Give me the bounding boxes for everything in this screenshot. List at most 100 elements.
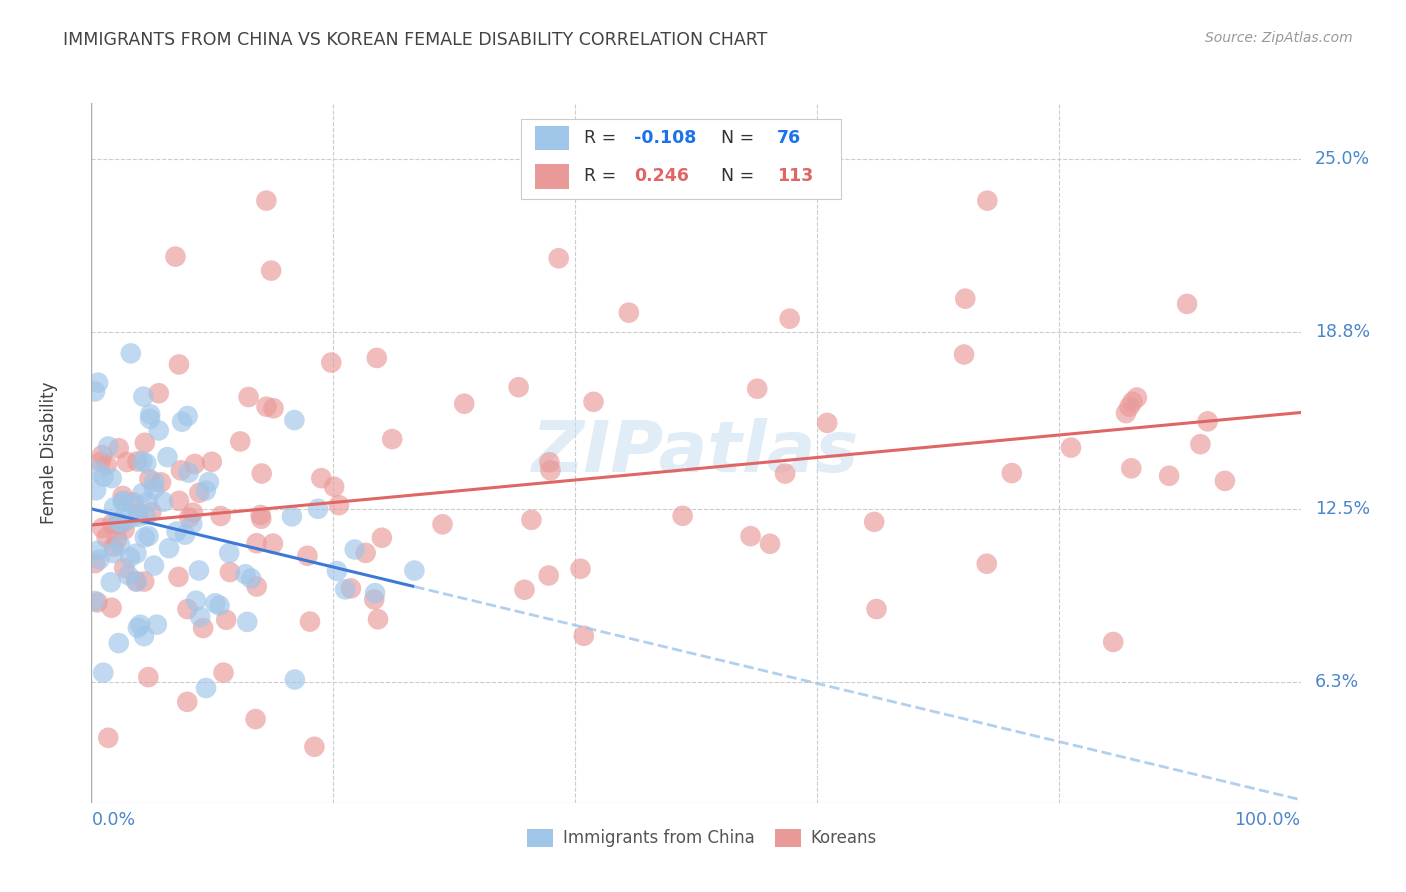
Point xyxy=(177,466,200,480)
Point xyxy=(84,556,107,570)
Point xyxy=(263,401,285,416)
Point xyxy=(547,252,569,266)
Point xyxy=(229,434,252,449)
Point xyxy=(91,521,114,535)
Text: 100.0%: 100.0% xyxy=(1234,811,1301,830)
Point xyxy=(84,483,107,498)
Point xyxy=(617,305,640,319)
Point xyxy=(117,568,139,582)
Point xyxy=(740,529,762,543)
Point xyxy=(245,712,267,726)
Point xyxy=(520,513,543,527)
Point xyxy=(156,450,179,464)
FancyBboxPatch shape xyxy=(536,126,569,150)
Point xyxy=(152,495,174,509)
Point xyxy=(212,665,235,680)
Point xyxy=(1159,468,1181,483)
Point xyxy=(333,582,356,597)
Point xyxy=(138,529,160,543)
Point xyxy=(976,557,998,571)
FancyBboxPatch shape xyxy=(520,119,841,199)
Point xyxy=(148,386,170,401)
Point xyxy=(103,500,125,515)
Point xyxy=(100,600,122,615)
Point xyxy=(569,562,592,576)
Point xyxy=(340,582,363,596)
Point xyxy=(284,673,307,687)
Point xyxy=(103,540,125,554)
Point xyxy=(364,586,387,600)
Point xyxy=(120,346,142,360)
Point xyxy=(1102,635,1125,649)
Point xyxy=(188,610,211,624)
Point xyxy=(86,464,108,478)
Point xyxy=(1175,297,1198,311)
Point xyxy=(86,595,108,609)
Point xyxy=(143,475,166,489)
Text: 12.5%: 12.5% xyxy=(1315,500,1371,517)
Point xyxy=(195,681,218,695)
Point xyxy=(246,580,269,594)
Point xyxy=(240,571,263,585)
Point xyxy=(136,670,159,684)
Point xyxy=(125,547,148,561)
Point xyxy=(170,415,193,429)
Point xyxy=(96,530,118,544)
Point xyxy=(120,511,142,525)
Point xyxy=(311,471,333,485)
Point xyxy=(815,416,838,430)
Point xyxy=(146,617,169,632)
Point xyxy=(139,407,162,421)
Point xyxy=(572,629,595,643)
Point xyxy=(204,596,226,610)
Point xyxy=(582,394,605,409)
Point xyxy=(176,695,198,709)
Point xyxy=(201,455,224,469)
Point xyxy=(250,512,273,526)
Point xyxy=(281,509,304,524)
Point xyxy=(107,442,129,456)
Point xyxy=(100,575,122,590)
Point xyxy=(127,621,149,635)
Point xyxy=(343,542,366,557)
Point xyxy=(134,508,156,522)
Point xyxy=(307,501,329,516)
Point xyxy=(134,574,156,589)
Point xyxy=(404,564,426,578)
Text: 76: 76 xyxy=(778,129,801,147)
Point xyxy=(323,480,346,494)
Text: R =: R = xyxy=(583,129,621,147)
Text: -0.108: -0.108 xyxy=(634,129,697,147)
Point xyxy=(148,424,170,438)
Point xyxy=(1189,437,1212,451)
Point xyxy=(118,550,141,565)
Point xyxy=(955,292,977,306)
Point xyxy=(84,384,107,399)
Point xyxy=(125,574,148,588)
Point xyxy=(181,516,204,531)
Text: 0.246: 0.246 xyxy=(634,168,689,186)
Point xyxy=(262,536,284,550)
Point xyxy=(91,448,114,462)
Point xyxy=(976,194,998,208)
Point xyxy=(191,621,214,635)
Point xyxy=(134,435,156,450)
Point xyxy=(165,250,187,264)
Text: IMMIGRANTS FROM CHINA VS KOREAN FEMALE DISABILITY CORRELATION CHART: IMMIGRANTS FROM CHINA VS KOREAN FEMALE D… xyxy=(63,31,768,49)
Point xyxy=(127,454,149,468)
Point xyxy=(157,541,180,556)
Point xyxy=(238,390,260,404)
Point xyxy=(1001,466,1024,480)
Text: Female Disability: Female Disability xyxy=(39,382,58,524)
Point xyxy=(453,397,475,411)
Point xyxy=(121,498,143,512)
Point xyxy=(132,629,155,643)
Point xyxy=(112,493,135,508)
Point xyxy=(208,599,231,613)
Point xyxy=(1115,406,1137,420)
Point xyxy=(513,582,536,597)
Point xyxy=(184,457,207,471)
Point xyxy=(1118,400,1140,414)
Point xyxy=(166,524,188,539)
Point xyxy=(167,570,190,584)
